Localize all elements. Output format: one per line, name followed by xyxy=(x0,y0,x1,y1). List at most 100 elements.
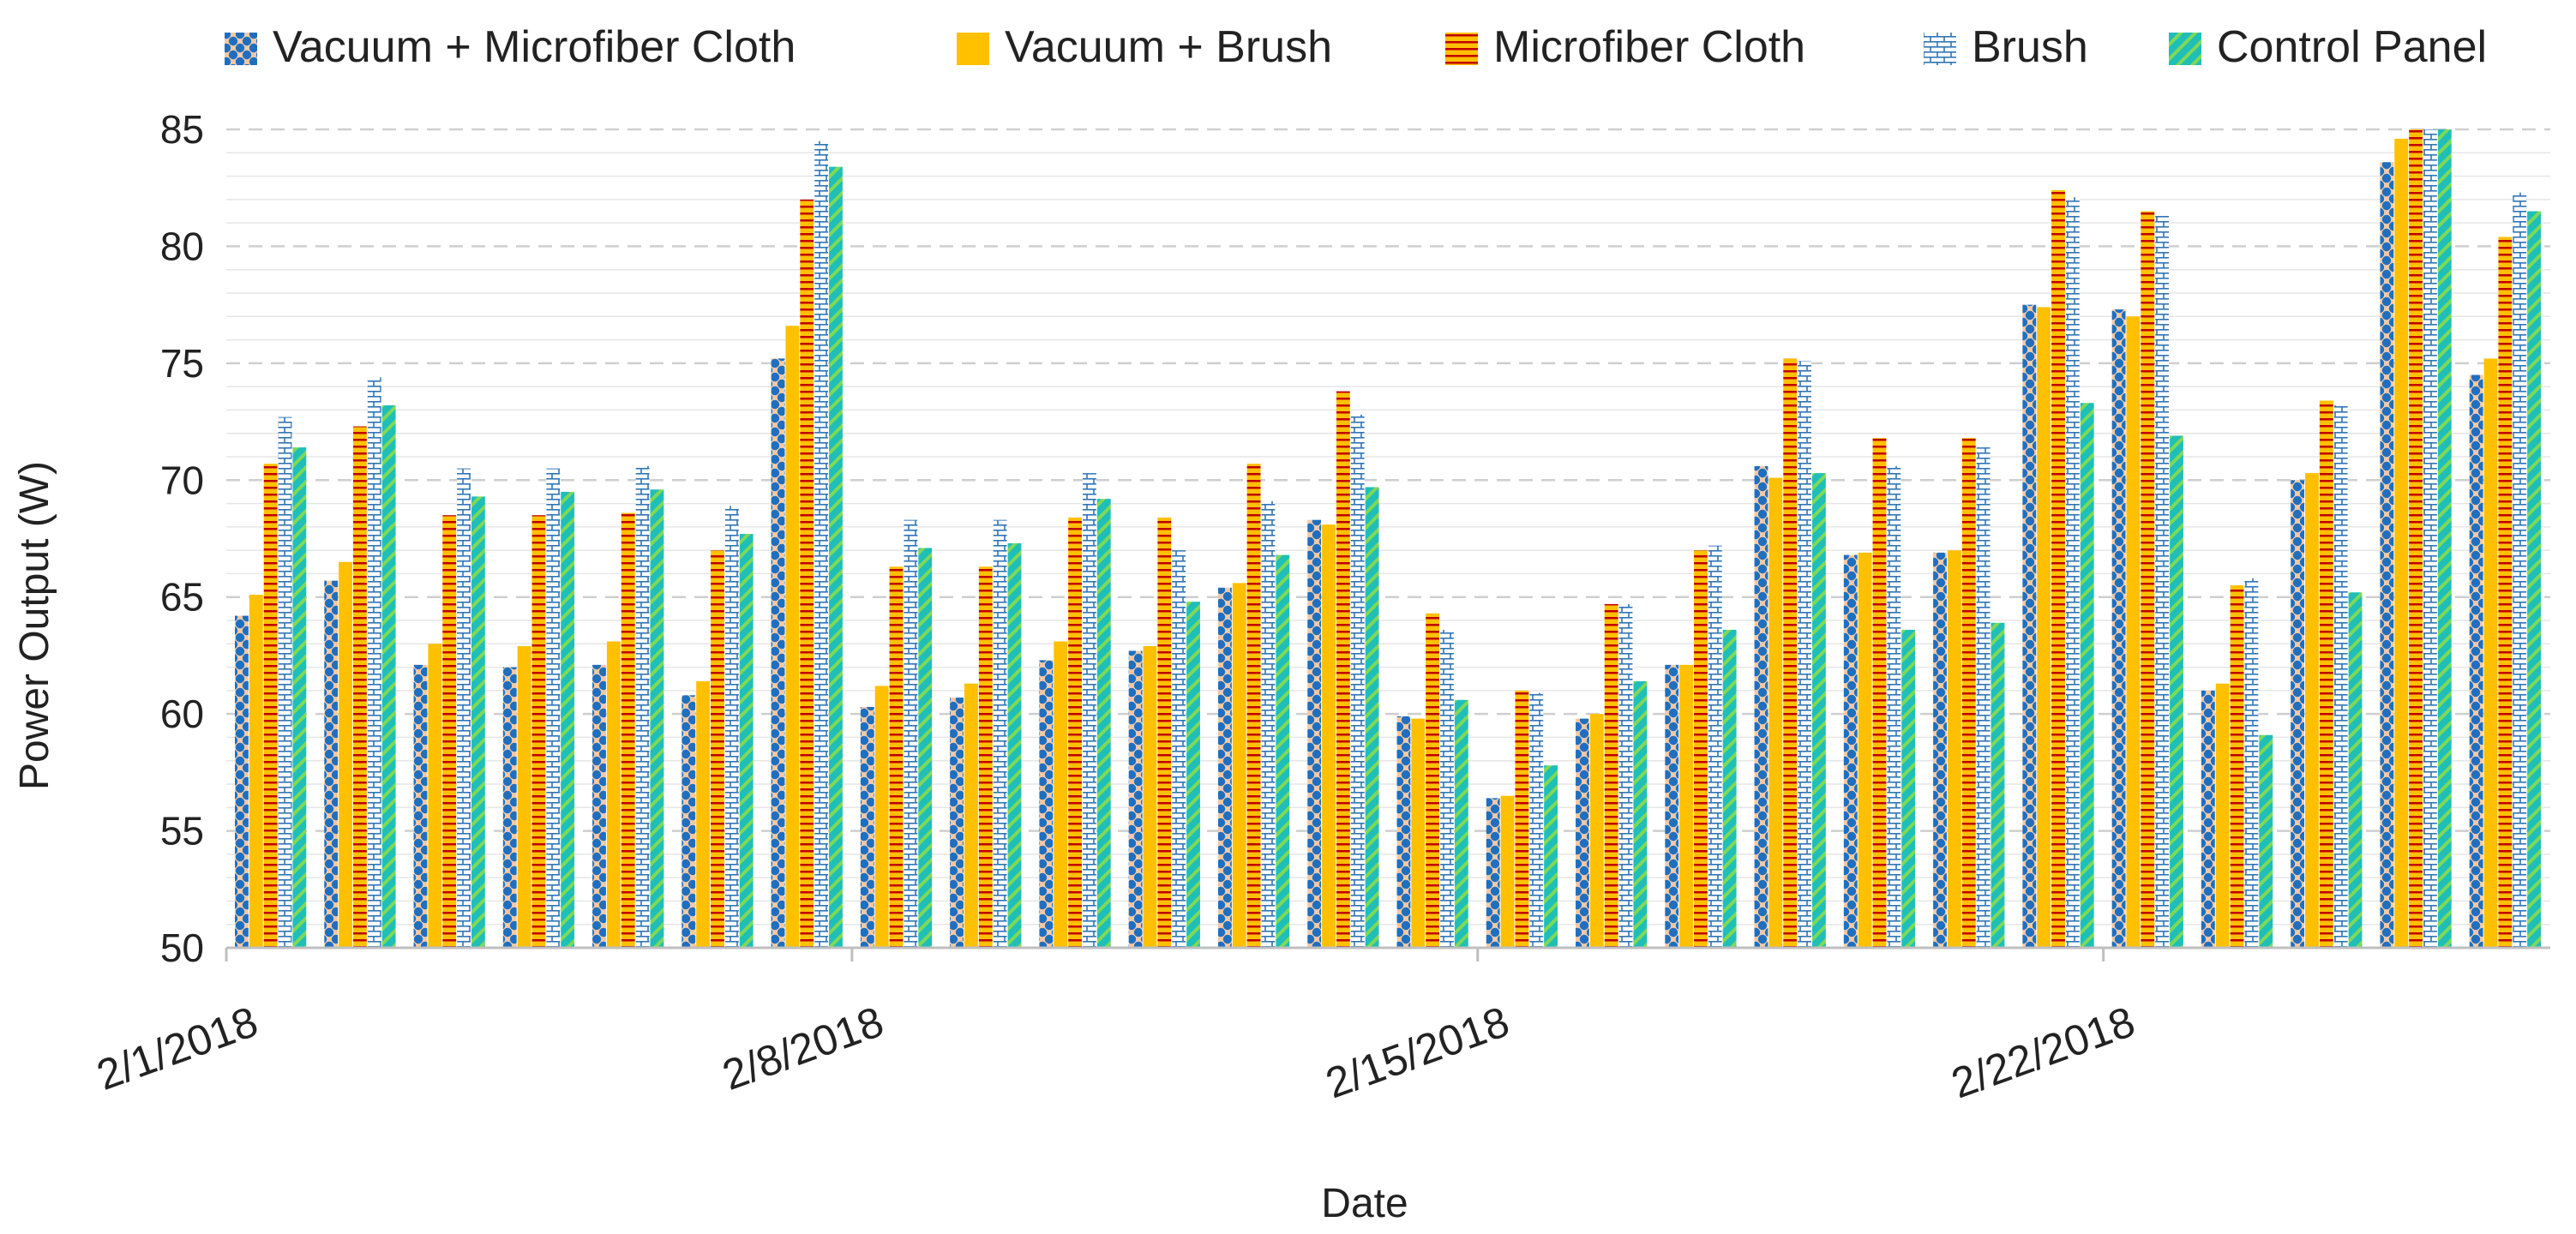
bar xyxy=(2215,683,2230,948)
bar xyxy=(1589,714,1604,948)
bar xyxy=(1096,499,1111,948)
bar xyxy=(339,561,352,948)
bar xyxy=(1307,519,1322,948)
bar xyxy=(1843,554,1858,948)
bar xyxy=(2305,473,2319,948)
bar xyxy=(1054,641,1068,948)
bar xyxy=(1754,465,1768,948)
bar xyxy=(1618,603,1633,948)
bar xyxy=(1798,361,1811,949)
bar xyxy=(889,566,904,948)
bar xyxy=(682,695,696,948)
legend-label: Vacuum + Microfiber Cloth xyxy=(273,22,796,72)
bar xyxy=(650,489,664,948)
bar xyxy=(1544,765,1558,948)
bar xyxy=(381,404,396,948)
bar xyxy=(739,534,754,948)
bar xyxy=(2051,189,2065,948)
bar xyxy=(428,644,442,948)
bar xyxy=(711,550,724,948)
bar xyxy=(2080,403,2094,948)
bar xyxy=(993,519,1007,948)
bar xyxy=(1157,517,1172,948)
bar xyxy=(367,377,381,948)
bar xyxy=(1261,500,1276,948)
legend-label: Brush xyxy=(1972,22,2088,72)
bar xyxy=(1708,545,1722,948)
bar xyxy=(1633,680,1648,948)
bar xyxy=(2483,358,2498,948)
legend-item: Brush xyxy=(1924,22,2088,72)
bar xyxy=(2291,480,2305,948)
y-tick-label: 75 xyxy=(160,341,204,386)
bar xyxy=(800,199,814,948)
bar xyxy=(531,515,546,948)
bar xyxy=(1276,554,1290,948)
bar xyxy=(1396,716,1411,948)
bar xyxy=(1068,517,1082,948)
bar xyxy=(1768,477,1783,948)
y-tick-label: 70 xyxy=(160,458,204,502)
bar xyxy=(2065,197,2080,949)
bar xyxy=(1887,465,1901,948)
bar xyxy=(2155,215,2170,948)
legend-swatch xyxy=(1924,33,1956,65)
legend: Vacuum + Microfiber Cloth Vacuum + Brush M… xyxy=(225,22,2487,72)
bar xyxy=(517,646,531,948)
bar xyxy=(1933,552,1947,948)
legend-label: Microfiber Cloth xyxy=(1493,22,1805,72)
bar xyxy=(1976,447,1991,948)
bar xyxy=(1039,660,1054,948)
bar xyxy=(950,698,964,948)
legend-label: Control Panel xyxy=(2217,22,2487,72)
bar xyxy=(1991,622,2005,948)
x-axis-title: Date xyxy=(1321,1181,1408,1226)
bar xyxy=(1143,646,1157,948)
bar xyxy=(546,468,561,948)
bar xyxy=(1246,464,1261,948)
bar xyxy=(2201,690,2215,948)
legend-swatch xyxy=(957,33,989,65)
bar xyxy=(413,664,428,948)
bar xyxy=(874,686,889,948)
legend-item: Vacuum + Brush xyxy=(957,22,1332,72)
bar xyxy=(263,464,278,948)
bar xyxy=(2022,304,2037,949)
x-tick-label: 2/8/2018 xyxy=(717,997,890,1099)
bar xyxy=(2469,374,2483,948)
bar xyxy=(1872,438,1887,949)
bar xyxy=(2498,237,2513,948)
bar xyxy=(1811,473,1826,948)
bar xyxy=(2126,316,2141,948)
bar xyxy=(592,664,606,948)
bar xyxy=(785,326,800,948)
y-tick-label: 65 xyxy=(160,575,204,620)
bar xyxy=(1665,664,1679,948)
bar xyxy=(1440,629,1454,948)
bar xyxy=(1426,613,1440,948)
bar xyxy=(2348,592,2363,948)
legend-swatch xyxy=(2169,33,2201,65)
x-tick-label: 2/15/2018 xyxy=(1319,997,1515,1108)
bar xyxy=(978,566,993,948)
bar xyxy=(1901,629,1916,948)
bar xyxy=(814,141,829,949)
bar xyxy=(1454,699,1468,948)
bar xyxy=(829,166,843,948)
bar xyxy=(918,548,933,948)
bar xyxy=(1322,524,1336,948)
bar xyxy=(1486,798,1500,948)
bar xyxy=(1217,587,1232,948)
bar xyxy=(1186,602,1200,948)
bar xyxy=(904,519,918,948)
bar xyxy=(2527,211,2541,948)
bar xyxy=(1365,487,1379,948)
bar xyxy=(2437,129,2452,948)
bar xyxy=(2333,404,2348,948)
legend-swatch xyxy=(225,33,257,65)
bar xyxy=(249,594,263,948)
bar xyxy=(2259,734,2273,948)
bar xyxy=(1783,358,1798,948)
bar xyxy=(2409,129,2423,948)
